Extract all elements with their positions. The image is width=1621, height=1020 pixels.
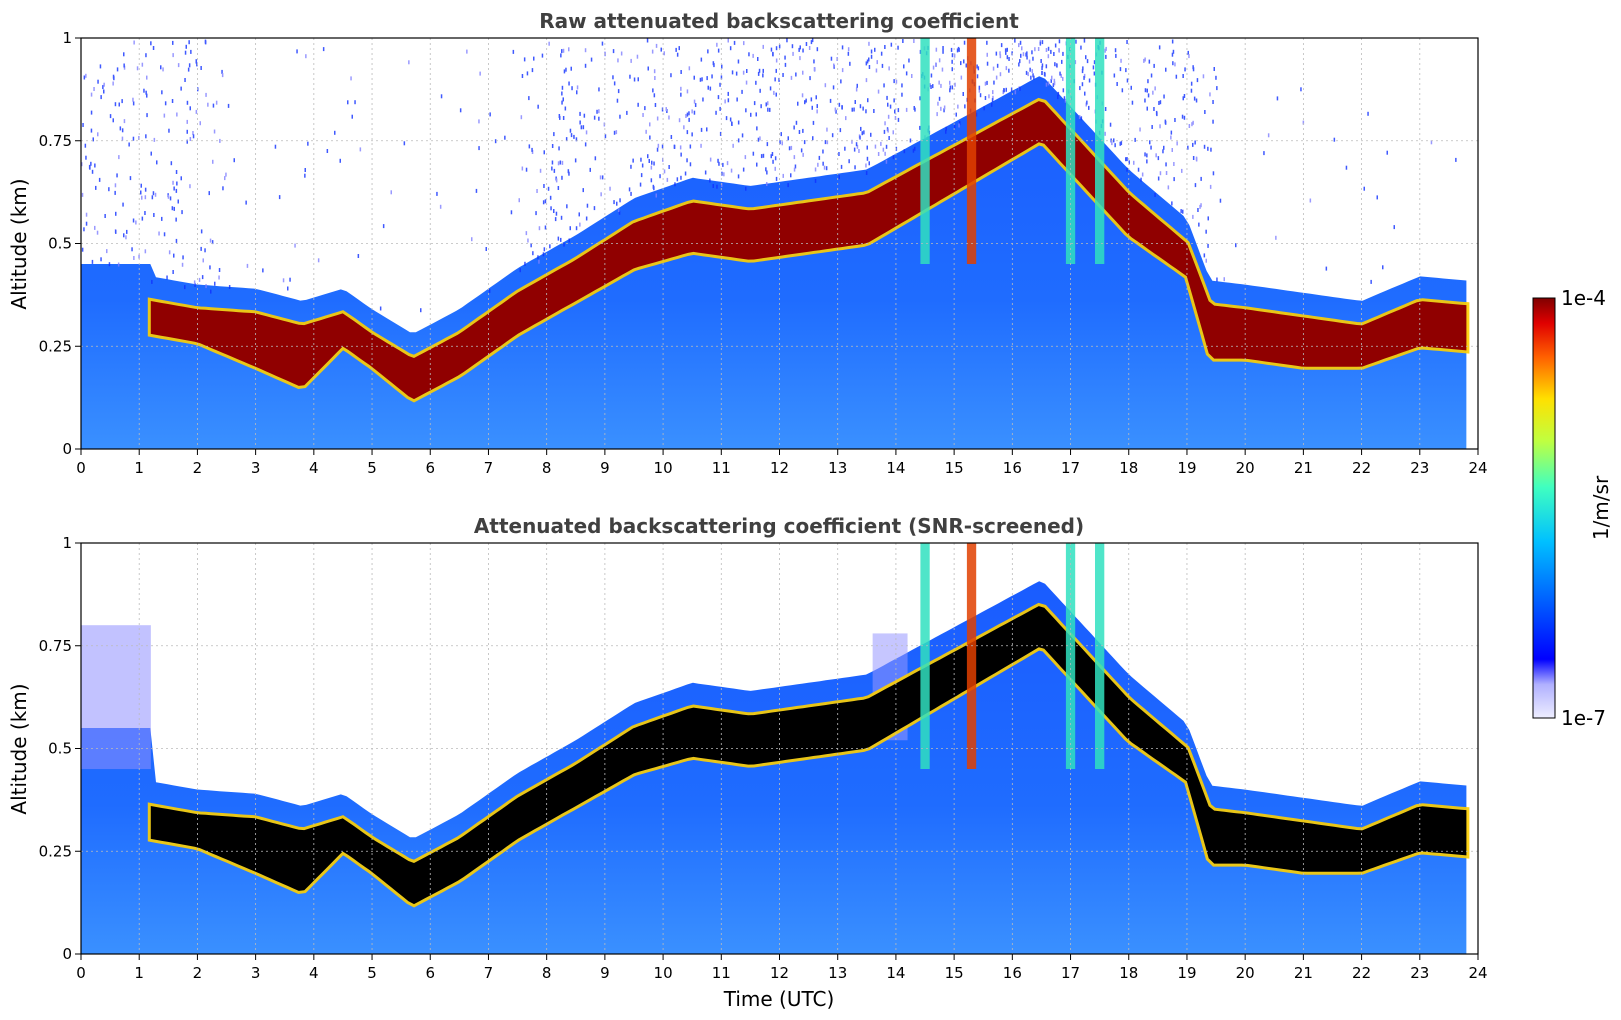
- x-tick-label: 22: [1352, 459, 1371, 477]
- x-tick-label: 18: [1119, 459, 1138, 477]
- heatmap-area: [81, 543, 1470, 954]
- x-tick-label: 9: [600, 964, 610, 982]
- x-tick-label: 2: [193, 459, 203, 477]
- y-ticks: 0 0.25 0.5 0.75 1: [39, 29, 81, 458]
- x-tick-label: 24: [1468, 964, 1487, 982]
- x-tick-label: 14: [886, 459, 905, 477]
- x-tick-label: 0: [76, 459, 86, 477]
- boundary-layer-fill: [81, 581, 1467, 954]
- colorbar-max-label: 1e-4: [1561, 286, 1606, 310]
- x-tick-label: 7: [484, 964, 494, 982]
- y-tick-label: 0.25: [39, 842, 72, 860]
- x-tick-label: 24: [1468, 459, 1487, 477]
- x-tick-label: 8: [542, 459, 552, 477]
- colorbar-scale: [1532, 297, 1556, 719]
- cloud-column: [1095, 38, 1105, 264]
- cloud-column: [1095, 543, 1105, 769]
- x-tick-label: 1: [134, 964, 144, 982]
- y-tick-label: 0.75: [39, 132, 72, 150]
- x-tick-label: 0: [76, 964, 86, 982]
- x-tick-label: 4: [309, 964, 319, 982]
- y-tick-label: 0.25: [39, 337, 72, 355]
- x-tick-label: 22: [1352, 964, 1371, 982]
- x-tick-label: 23: [1410, 459, 1429, 477]
- grid: [81, 38, 1478, 449]
- x-tick-label: 19: [1177, 459, 1196, 477]
- x-tick-label: 10: [654, 459, 673, 477]
- colorbar: 1e-4 1e-7 1/m/sr: [1532, 286, 1613, 730]
- x-tick-label: 20: [1236, 964, 1255, 982]
- aerosol-layer: [150, 606, 1467, 905]
- x-tick-label: 8: [542, 964, 552, 982]
- x-tick-label: 17: [1061, 964, 1080, 982]
- x-tick-label: 3: [251, 459, 261, 477]
- x-tick-label: 11: [712, 459, 731, 477]
- y-tick-label: 1: [62, 29, 72, 47]
- x-tick-label: 21: [1294, 459, 1313, 477]
- x-tick-label: 13: [828, 964, 847, 982]
- x-tick-label: 10: [654, 964, 673, 982]
- y-tick-label: 1: [62, 534, 72, 552]
- y-ticks: 0 0.25 0.5 0.75 1: [39, 534, 81, 963]
- colorbar-unit-label: 1/m/sr: [1589, 475, 1613, 540]
- x-tick-label: 7: [484, 459, 494, 477]
- y-tick-label: 0.5: [48, 235, 72, 253]
- x-tick-label: 12: [770, 964, 789, 982]
- colorbar-min-label: 1e-7: [1561, 706, 1606, 730]
- x-tick-label: 12: [770, 459, 789, 477]
- y-tick-label: 0.75: [39, 637, 72, 655]
- x-tick-label: 13: [828, 459, 847, 477]
- cloud-column: [1065, 543, 1076, 769]
- x-tick-label: 16: [1003, 459, 1022, 477]
- x-ticks: 0 1 2 3 4 5 6 7 8 9 10 11 12 13 14 15 16 17 18 19 20 21 22 23 24: [76, 954, 1488, 982]
- x-tick-label: 21: [1294, 964, 1313, 982]
- x-tick-label: 5: [367, 964, 377, 982]
- y-axis-label: Altitude (km): [7, 178, 31, 309]
- x-tick-label: 11: [712, 964, 731, 982]
- x-tick-label: 2: [193, 964, 203, 982]
- y-tick-label: 0: [62, 440, 72, 458]
- x-tick-label: 17: [1061, 459, 1080, 477]
- x-tick-label: 6: [425, 459, 435, 477]
- boundary-layer-fill: [81, 76, 1467, 449]
- x-tick-label: 15: [945, 964, 964, 982]
- x-tick-label: 14: [886, 964, 905, 982]
- y-axis-label: Altitude (km): [7, 683, 31, 814]
- snr-screened-panel: Attenuated backscattering coefficient (S…: [7, 514, 1488, 1011]
- panel-title: Attenuated backscattering coefficient (S…: [474, 514, 1084, 538]
- grid: [81, 543, 1478, 954]
- y-tick-label: 0.5: [48, 740, 72, 758]
- x-tick-label: 15: [945, 459, 964, 477]
- aerosol-layer: [150, 101, 1467, 400]
- panel-title: Raw attenuated backscattering coefficien…: [539, 9, 1019, 33]
- x-tick-label: 19: [1177, 964, 1196, 982]
- x-tick-label: 16: [1003, 964, 1022, 982]
- heatmap-area: [81, 38, 1470, 449]
- x-tick-label: 20: [1236, 459, 1255, 477]
- x-tick-label: 5: [367, 459, 377, 477]
- cloud-column: [966, 543, 977, 769]
- x-axis-label: Time (UTC): [723, 987, 835, 1011]
- x-tick-label: 1: [134, 459, 144, 477]
- x-tick-label: 23: [1410, 964, 1429, 982]
- x-ticks: 0 1 2 3 4 5 6 7 8 9 10 11 12 13 14 15 16 17 18 19 20 21 22 23 24: [76, 449, 1488, 477]
- noise-region: [81, 38, 1457, 313]
- x-tick-label: 6: [425, 964, 435, 982]
- x-tick-label: 9: [600, 459, 610, 477]
- x-tick-label: 18: [1119, 964, 1138, 982]
- x-tick-label: 4: [309, 459, 319, 477]
- cloud-column: [920, 38, 930, 264]
- cloud-column: [1065, 38, 1076, 264]
- y-tick-label: 0: [62, 945, 72, 963]
- raw-backscatter-panel: Raw attenuated backscattering coefficien…: [7, 9, 1488, 477]
- x-tick-label: 3: [251, 964, 261, 982]
- cloud-column: [920, 543, 930, 769]
- cloud-column: [966, 38, 977, 264]
